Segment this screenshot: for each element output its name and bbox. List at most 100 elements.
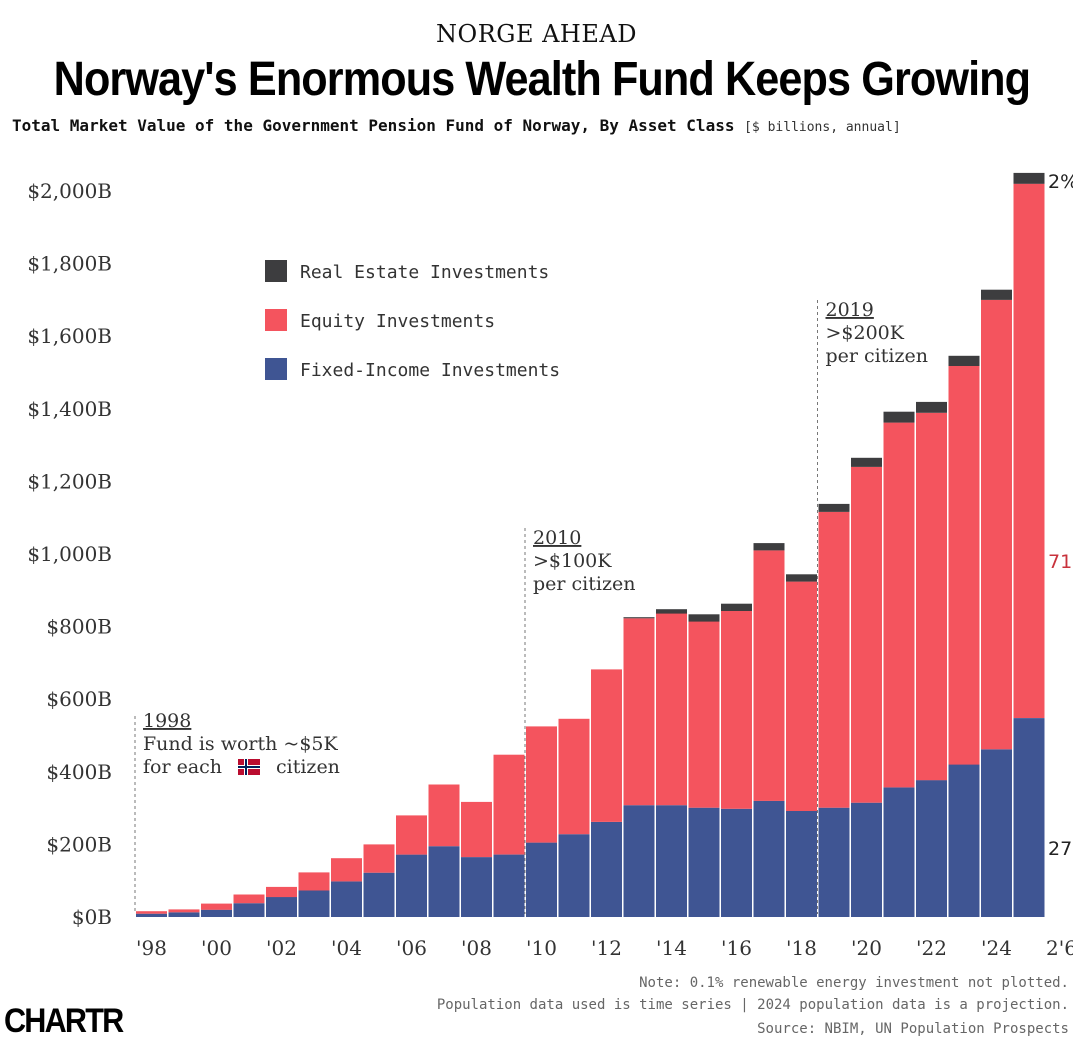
bar-segment	[461, 857, 492, 917]
share-label: 27%	[1048, 838, 1073, 860]
bar-segment	[656, 613, 687, 806]
legend-swatch	[265, 358, 287, 380]
legend: Real Estate Investments Equity Investment…	[265, 260, 560, 381]
bar-segment	[656, 805, 687, 917]
annotation-year: 2019	[826, 299, 874, 321]
bar-segment	[721, 611, 752, 809]
bar-segment	[656, 609, 687, 614]
x-tick-label: '06	[396, 936, 427, 960]
bar-segment	[493, 854, 525, 917]
bar-segment	[818, 511, 850, 808]
bar-segment	[1013, 172, 1045, 184]
bar-segment	[981, 299, 1012, 750]
bar-segment	[591, 821, 622, 917]
x-tick-label: '22	[916, 936, 947, 960]
bar-segment	[851, 466, 882, 803]
bar-segment	[363, 844, 395, 873]
bar-segment	[916, 780, 947, 917]
bar-segment	[136, 913, 167, 917]
y-tick-label: $400B	[46, 760, 112, 784]
legend-label: Equity Investments	[300, 311, 495, 332]
bar-segment	[753, 550, 785, 801]
norway-flag-icon	[238, 759, 260, 775]
bar-segment	[396, 815, 427, 855]
bar-segment	[623, 805, 655, 917]
kicker: NORGE AHEAD	[436, 20, 637, 48]
x-tick-label: '00	[201, 936, 232, 960]
bar-segment	[851, 802, 882, 917]
bar-segment	[331, 881, 362, 917]
annotation-text: for each	[143, 756, 222, 778]
bar-segment	[883, 787, 915, 917]
bar-segment	[721, 603, 752, 611]
y-tick-label: $1,600B	[27, 324, 112, 348]
share-label: 2%	[1048, 171, 1073, 193]
bar-segment	[591, 669, 622, 822]
chart-title: Norway's Enormous Wealth Fund Keeps Grow…	[53, 53, 1031, 106]
bar-segment	[948, 355, 980, 366]
x-tick-label: '10	[526, 936, 557, 960]
bar-segment	[818, 807, 850, 917]
bar-segment	[461, 801, 492, 858]
bar-segment	[168, 909, 200, 913]
bars-layer	[136, 172, 1045, 917]
y-tick-label: $2,000B	[27, 179, 112, 203]
legend-swatch	[265, 309, 287, 331]
bar-segment	[331, 858, 362, 882]
chartr-logo: CHARTR	[4, 1002, 124, 1040]
x-axis: '98 '00 '02 '04 '06 '08 '10 '12 '14 '16 '18 '20 '22 '…	[136, 936, 1073, 960]
bar-segment	[493, 754, 525, 855]
bar-segment	[298, 872, 330, 891]
bar-segment	[1013, 718, 1045, 917]
bar-segment	[168, 912, 200, 917]
y-tick-label: $1,400B	[27, 397, 112, 421]
bar-segment	[883, 422, 915, 788]
bar-segment	[981, 289, 1012, 300]
x-tick-label: '24	[981, 936, 1012, 960]
x-tick-label: '18	[786, 936, 817, 960]
note-renewable: Note: 0.1% renewable energy investment n…	[639, 975, 1069, 991]
note-population: Population data used is time series | 20…	[436, 997, 1069, 1013]
y-tick-label: $1,800B	[27, 252, 112, 276]
bar-segment	[688, 614, 720, 622]
bar-segment	[428, 784, 460, 847]
bar-segment	[558, 718, 590, 835]
bar-segment	[688, 807, 720, 917]
bar-segment	[786, 811, 817, 917]
bar-segment	[1013, 183, 1045, 718]
bar-segment	[526, 726, 557, 843]
bar-segment	[883, 411, 915, 423]
annotation-year: 1998	[143, 710, 191, 732]
annotation-text: per citizen	[533, 573, 635, 595]
x-tick-label: 2'6	[1046, 936, 1073, 960]
x-tick-label: '02	[266, 936, 297, 960]
legend-swatch	[265, 260, 287, 282]
bar-segment	[233, 894, 265, 904]
bar-segment	[916, 412, 947, 781]
x-tick-label: '08	[461, 936, 492, 960]
bar-segment	[851, 457, 882, 467]
y-tick-label: $800B	[46, 615, 112, 639]
y-axis: $0B $200B $400B $600B $800B $1,000B $1,200B $1,…	[27, 179, 112, 929]
bar-segment	[916, 401, 947, 413]
bar-segment	[786, 581, 817, 811]
bar-segment	[233, 903, 265, 917]
x-tick-label: '20	[851, 936, 882, 960]
bar-segment	[623, 617, 655, 619]
share-label: 71	[1048, 551, 1072, 573]
bar-segment	[688, 621, 720, 808]
subtitle-text: Total Market Value of the Government Pen…	[12, 116, 735, 135]
bar-segment	[201, 903, 232, 910]
x-tick-label: '12	[591, 936, 622, 960]
bar-segment	[428, 846, 460, 917]
bar-segment	[558, 834, 590, 917]
legend-label: Real Estate Investments	[300, 262, 549, 283]
bar-segment	[721, 808, 752, 917]
annotation-text: per citizen	[826, 345, 928, 367]
bar-segment	[298, 890, 330, 917]
source-note: Source: NBIM, UN Population Prospects	[757, 1021, 1069, 1037]
annotation-text: citizen	[276, 756, 340, 778]
bar-segment	[396, 854, 427, 917]
